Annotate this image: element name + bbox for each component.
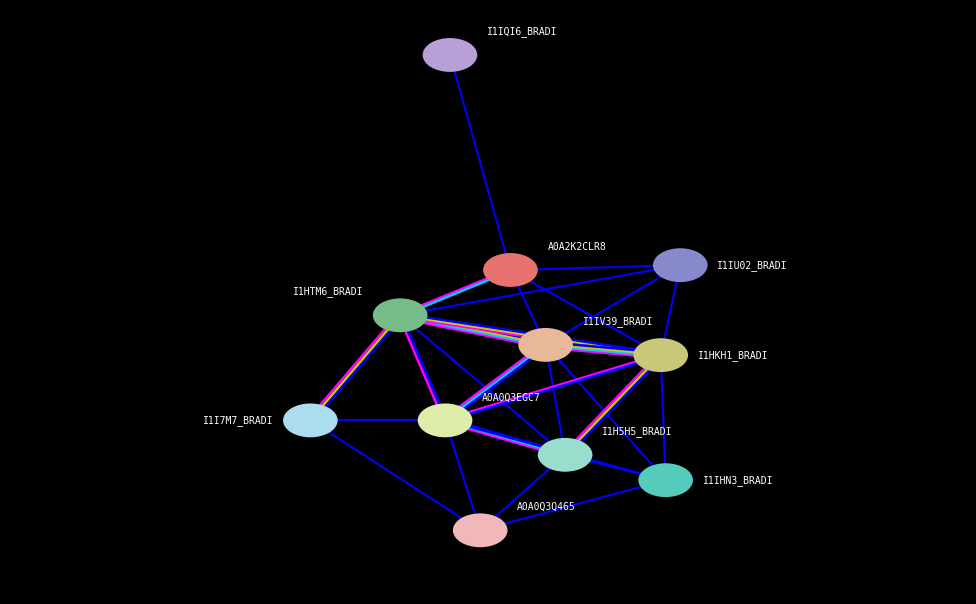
Circle shape <box>283 403 338 437</box>
Text: I1IHN3_BRADI: I1IHN3_BRADI <box>703 475 773 486</box>
Text: A0A0Q3EGC7: A0A0Q3EGC7 <box>482 392 541 402</box>
Text: I1H5H5_BRADI: I1H5H5_BRADI <box>602 426 672 437</box>
Circle shape <box>518 328 573 362</box>
Circle shape <box>538 438 592 472</box>
Circle shape <box>653 248 708 282</box>
Circle shape <box>633 338 688 372</box>
Circle shape <box>638 463 693 497</box>
Text: I1IU02_BRADI: I1IU02_BRADI <box>717 260 788 271</box>
Text: I1IV39_BRADI: I1IV39_BRADI <box>583 316 653 327</box>
Text: A0A0Q3Q465: A0A0Q3Q465 <box>517 502 576 512</box>
Circle shape <box>373 298 427 332</box>
Text: I1HKH1_BRADI: I1HKH1_BRADI <box>698 350 768 361</box>
Circle shape <box>423 38 477 72</box>
Circle shape <box>418 403 472 437</box>
Text: I1HTM6_BRADI: I1HTM6_BRADI <box>293 286 363 297</box>
Circle shape <box>483 253 538 287</box>
Text: A0A2K2CLR8: A0A2K2CLR8 <box>548 242 606 252</box>
Text: I1IQI6_BRADI: I1IQI6_BRADI <box>487 26 557 37</box>
Circle shape <box>453 513 508 547</box>
Text: I1I7M7_BRADI: I1I7M7_BRADI <box>203 415 273 426</box>
